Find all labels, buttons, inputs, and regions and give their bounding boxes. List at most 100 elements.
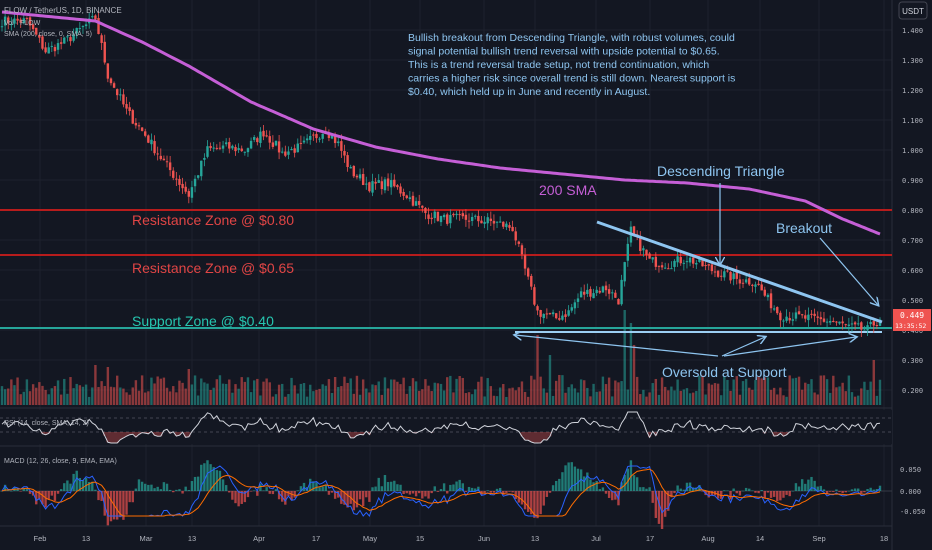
macd-hist-bar	[162, 482, 166, 491]
volume-bar	[433, 382, 436, 405]
macd-hist-bar	[377, 477, 380, 491]
macd-hist-bar	[383, 475, 387, 491]
volume-bar	[526, 396, 530, 405]
rsi-oversold-fill	[40, 432, 789, 443]
volume-bar	[648, 392, 651, 405]
macd-hist-bar	[358, 491, 362, 500]
volume-bar	[635, 376, 639, 405]
macd-hist-bar	[545, 491, 549, 497]
volume-bar	[249, 392, 253, 405]
volume-bar	[13, 385, 16, 405]
macd-hist-bar	[243, 491, 247, 503]
macd-hist-bar	[16, 489, 19, 491]
candle-body	[542, 314, 545, 319]
macd-hist-bar	[265, 487, 268, 491]
macd-hist-bar	[769, 491, 773, 498]
candle-body	[863, 329, 866, 331]
candle-body	[296, 143, 299, 153]
macd-hist-bar	[215, 470, 219, 491]
macd-hist-bar	[81, 480, 85, 491]
macd-hist-bar	[673, 491, 676, 494]
macd-hist-bar	[514, 491, 517, 499]
candle-body	[103, 41, 106, 63]
candle-body	[287, 151, 290, 155]
time-tick: 14	[756, 534, 764, 543]
rsi-legend[interactable]: RSI (14, close, SMA, 14, 2)	[4, 420, 89, 427]
candle-body	[271, 142, 275, 147]
macd-hist-bar	[324, 484, 328, 491]
candle-body	[667, 268, 670, 270]
candle-body	[639, 235, 642, 251]
price-tick: 1.200	[902, 87, 923, 95]
candle-body	[561, 315, 564, 320]
candle-body	[224, 142, 228, 145]
macd-legend[interactable]: MACD (12, 26, close, 9, EMA, EMA)	[4, 458, 117, 465]
macd-hist-bar	[766, 491, 770, 493]
volume-bar	[729, 390, 732, 405]
candle-body	[679, 257, 682, 264]
macd-hist-bar	[427, 491, 430, 499]
candle-body	[47, 47, 50, 54]
candle-body	[383, 179, 387, 191]
candle-body	[424, 207, 427, 214]
candle-body	[302, 140, 306, 143]
candle-body	[607, 289, 611, 294]
currency-button[interactable]	[898, 1, 928, 20]
analysis-note: Bullish breakout from Descending Triangl…	[408, 32, 735, 98]
volume-bar	[657, 394, 661, 405]
volume-bar	[87, 396, 91, 405]
candle-body	[203, 157, 206, 160]
candle-body	[150, 139, 153, 145]
macd-hist-bar	[782, 491, 785, 498]
candle-body	[246, 148, 250, 153]
volume-bar	[741, 381, 745, 405]
macd-hist-bar	[165, 483, 169, 491]
macd-hist-bar	[492, 491, 496, 493]
macd-hist-bar	[682, 489, 686, 491]
candle-body	[97, 17, 100, 34]
candle-body	[704, 265, 707, 267]
volume-bar	[162, 377, 166, 405]
volume-bar	[623, 310, 626, 405]
macd-tick: -0.050	[900, 508, 925, 516]
macd-hist-bar	[878, 485, 882, 491]
macd-hist-bar	[172, 491, 175, 493]
volume-bar	[511, 387, 514, 405]
support-zone-label: Support Zone @ $0.40	[132, 313, 274, 329]
candle-body	[632, 226, 636, 235]
time-axis[interactable]: Feb 13 Mar 13 Apr 17 May 15 Jun 13 Jul 17 Aug 14 Sep 18	[34, 534, 889, 543]
symbol-title[interactable]: FLOW / TetherUS, 1D, BINANCE	[4, 6, 122, 15]
macd-hist-bar	[19, 491, 22, 492]
volume-bar	[134, 380, 138, 405]
candle-body	[312, 134, 315, 136]
sma-legend[interactable]: SMA (200, close, 0, SMA, 5)	[4, 31, 92, 38]
volume-bars	[0, 310, 882, 405]
macd-hist-bar	[449, 484, 452, 491]
macd-hist-bar	[78, 478, 82, 491]
macd-hist-bar	[614, 491, 617, 500]
volume-bar	[66, 393, 69, 405]
macd-hist-bar	[548, 491, 552, 493]
price-tick: 0.500	[902, 297, 923, 305]
candle-body	[293, 148, 296, 153]
candle-body	[0, 26, 4, 28]
sma-200-label: 200 SMA	[539, 182, 597, 198]
volume-bar	[828, 392, 832, 405]
macd-hist-bar	[520, 491, 524, 505]
candle-body	[128, 107, 131, 112]
volume-bar	[533, 379, 536, 405]
macd-hist-bar	[620, 482, 623, 491]
time-tick: 18	[880, 534, 888, 543]
macd-hist-bar	[368, 491, 371, 502]
candle-body	[41, 36, 44, 49]
volume-bar	[832, 375, 835, 405]
volume-bar	[243, 381, 247, 405]
volume-legend[interactable]: Vol · FLOW	[4, 20, 41, 27]
macd-hist-bar	[106, 491, 110, 526]
volume-bar	[592, 383, 595, 405]
candle-body	[505, 223, 508, 228]
volume-bar	[825, 379, 829, 405]
volume-bar	[228, 379, 231, 405]
volume-bar	[365, 388, 368, 405]
